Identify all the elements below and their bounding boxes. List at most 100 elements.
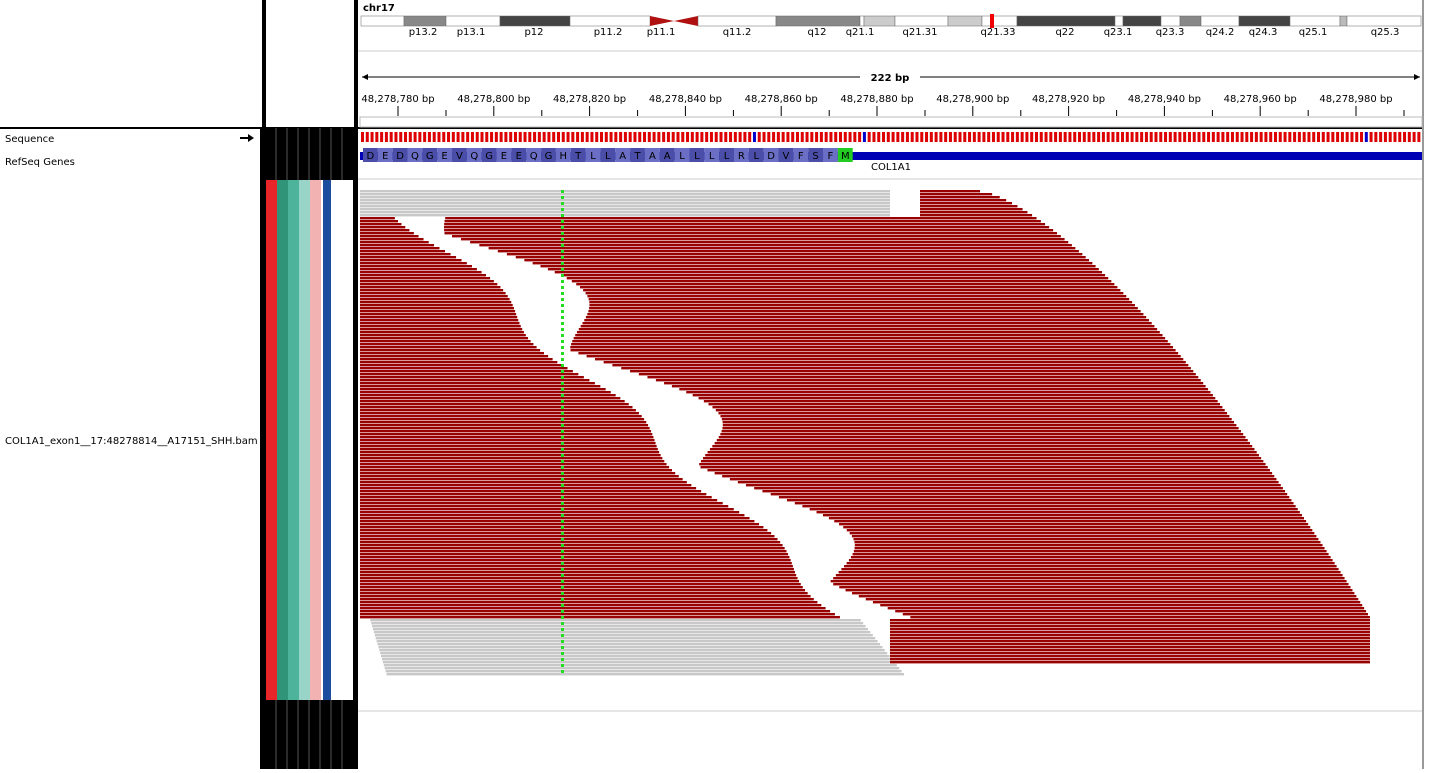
ruler-label: 48,278,820 bp bbox=[553, 94, 626, 105]
read bbox=[360, 484, 692, 487]
base bbox=[1073, 132, 1077, 142]
read bbox=[360, 304, 513, 307]
read bbox=[722, 421, 1235, 424]
mismatch bbox=[561, 316, 564, 319]
base bbox=[485, 132, 489, 142]
base bbox=[571, 132, 575, 142]
base bbox=[1331, 132, 1335, 142]
read bbox=[890, 640, 1370, 643]
read bbox=[839, 586, 1351, 589]
chromosome-name: chr17 bbox=[363, 3, 395, 14]
read bbox=[375, 637, 876, 640]
read bbox=[587, 313, 1144, 316]
read bbox=[360, 463, 667, 466]
read bbox=[360, 232, 414, 235]
amino-acid: L bbox=[679, 151, 685, 162]
gene-name: COL1A1 bbox=[871, 162, 911, 173]
base bbox=[1226, 132, 1230, 142]
read bbox=[712, 406, 1223, 409]
base bbox=[963, 132, 967, 142]
mismatch bbox=[561, 256, 564, 259]
read bbox=[360, 214, 890, 217]
mismatch bbox=[561, 280, 564, 283]
read bbox=[360, 316, 518, 319]
read bbox=[360, 466, 670, 469]
amino-acid: G bbox=[485, 151, 493, 162]
mismatch bbox=[561, 580, 564, 583]
base bbox=[1417, 132, 1421, 142]
base bbox=[1121, 132, 1125, 142]
read bbox=[664, 382, 1204, 385]
codon bbox=[511, 148, 527, 162]
base bbox=[408, 132, 412, 142]
read bbox=[902, 613, 1368, 616]
read bbox=[360, 343, 534, 346]
read bbox=[547, 268, 1099, 271]
base bbox=[609, 132, 613, 142]
codon bbox=[808, 148, 824, 162]
read bbox=[360, 493, 707, 496]
codon bbox=[570, 148, 586, 162]
base bbox=[781, 132, 785, 142]
base bbox=[982, 132, 986, 142]
read bbox=[360, 517, 750, 520]
read bbox=[360, 406, 633, 409]
base bbox=[953, 132, 957, 142]
base bbox=[537, 132, 541, 142]
amino-acid: D bbox=[396, 151, 404, 162]
ruler-label: 48,278,980 bp bbox=[1319, 94, 1392, 105]
base bbox=[829, 132, 833, 142]
base bbox=[1364, 132, 1368, 142]
read bbox=[360, 478, 683, 481]
base bbox=[1293, 132, 1297, 142]
read bbox=[707, 469, 1270, 472]
base bbox=[480, 132, 484, 142]
header-rule bbox=[0, 127, 1422, 129]
base bbox=[1245, 132, 1249, 142]
mismatch bbox=[561, 448, 564, 451]
read bbox=[524, 259, 1090, 262]
base bbox=[384, 132, 388, 142]
read bbox=[360, 208, 890, 211]
base bbox=[1211, 132, 1215, 142]
read bbox=[890, 631, 1370, 634]
read bbox=[360, 454, 661, 457]
codon bbox=[363, 148, 378, 162]
ruler-label: 48,278,840 bp bbox=[649, 94, 722, 105]
read bbox=[360, 385, 601, 388]
base bbox=[509, 132, 513, 142]
read bbox=[828, 517, 1305, 520]
codon bbox=[793, 148, 809, 162]
read bbox=[360, 424, 649, 427]
read bbox=[360, 541, 781, 544]
base bbox=[776, 132, 780, 142]
band-label: q24.2 bbox=[1206, 27, 1235, 38]
base bbox=[1025, 132, 1029, 142]
read bbox=[360, 265, 472, 268]
band bbox=[360, 15, 405, 27]
base bbox=[576, 132, 580, 142]
read bbox=[655, 379, 1201, 382]
mismatch bbox=[561, 262, 564, 265]
base bbox=[504, 132, 508, 142]
base bbox=[1068, 132, 1072, 142]
span-label: 222 bp bbox=[871, 73, 910, 84]
read bbox=[721, 430, 1241, 433]
amino-acid: E bbox=[516, 151, 522, 162]
base bbox=[461, 132, 465, 142]
base bbox=[1269, 132, 1273, 142]
read bbox=[515, 256, 1086, 259]
codon bbox=[615, 148, 631, 162]
read bbox=[585, 316, 1147, 319]
base bbox=[1125, 132, 1129, 142]
read bbox=[890, 622, 1370, 625]
read bbox=[841, 568, 1339, 571]
base bbox=[839, 132, 842, 142]
read bbox=[360, 409, 636, 412]
base bbox=[1340, 132, 1344, 142]
base bbox=[810, 132, 814, 142]
read bbox=[360, 550, 787, 553]
base bbox=[1407, 132, 1411, 142]
